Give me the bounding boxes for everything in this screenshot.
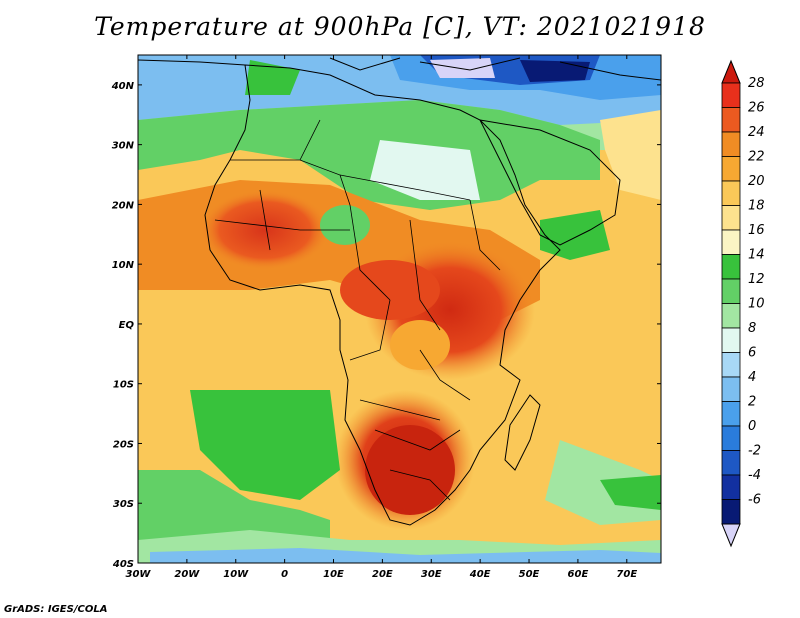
colorbar-label: 6 — [748, 346, 756, 361]
europe-coastline — [138, 57, 661, 81]
colorbar-label: 16 — [748, 223, 765, 238]
colorbar-label: 8 — [748, 321, 756, 336]
colorbar-swatch — [721, 425, 741, 451]
colorbar-label: -6 — [748, 493, 761, 508]
x-tick-label: 50E — [519, 569, 540, 580]
colorbar-swatch — [721, 303, 741, 329]
colorbar-swatch — [721, 352, 741, 378]
y-tick-label: 20N — [112, 200, 135, 211]
x-tick-label: 60E — [568, 569, 589, 580]
colorbar-label: 10 — [748, 297, 765, 312]
y-tick-label: 40N — [111, 81, 135, 92]
chart-title: Temperature at 900hPa [C], VT: 202102191… — [94, 12, 706, 41]
arabia-coastline — [479, 119, 621, 246]
colorbar-label: 28 — [748, 76, 765, 91]
colorbar-swatch — [721, 229, 741, 255]
africa-coastline — [204, 64, 561, 526]
colorbar-label: 18 — [748, 199, 765, 214]
colorbar-swatch — [721, 107, 741, 133]
x-tick-label: 20E — [372, 569, 393, 580]
colorbar-label: -2 — [748, 444, 761, 459]
colorbar-swatch — [721, 131, 741, 157]
y-axis: 40N 30N 20N 10N EQ 10S 20S 30S 40S — [111, 81, 661, 570]
x-axis: 30W 20W 10W 0 10E 20E 30E 40E 50E 60E 70E — [126, 55, 637, 580]
colorbar-swatch — [721, 401, 741, 427]
y-tick-label: 40S — [112, 559, 134, 570]
x-tick-label: 30E — [421, 569, 442, 580]
y-tick-label: 20S — [113, 439, 134, 450]
x-tick-label: 70E — [616, 569, 637, 580]
colorbar-label: 2 — [748, 395, 756, 410]
colorbar-label: 26 — [748, 101, 765, 116]
x-tick-label: 40E — [469, 569, 491, 580]
colorbar-swatch — [721, 450, 741, 476]
colorbar-label: 0 — [748, 419, 756, 434]
colorbar-swatch — [721, 82, 741, 108]
colorbar-label: 20 — [748, 174, 765, 189]
y-tick-label: 30N — [112, 141, 135, 152]
y-tick-label: 10N — [112, 260, 135, 271]
x-tick-label: 10E — [323, 569, 344, 580]
colorbar-swatch — [721, 376, 741, 402]
colorbar-top-cap — [721, 59, 741, 84]
colorbar-swatch — [721, 180, 741, 206]
y-tick-label: 10S — [113, 380, 134, 391]
colorbar-label: 12 — [748, 272, 765, 287]
y-tick-label: EQ — [119, 320, 135, 331]
map-frame — [137, 54, 662, 564]
colorbar-label: 14 — [748, 248, 765, 263]
colorbar-label: 4 — [748, 370, 756, 385]
colorbar-swatch — [721, 156, 741, 182]
credit-label: GrADS: IGES/COLA — [4, 604, 108, 615]
colorbar-swatch — [721, 278, 741, 304]
colorbar-label: 22 — [748, 150, 765, 165]
temperature-field — [138, 55, 661, 563]
colorbar-label: -4 — [748, 468, 761, 483]
colorbar-swatch — [721, 499, 741, 525]
y-tick-label: 30S — [113, 499, 134, 510]
colorbar-swatch — [721, 474, 741, 500]
x-tick-label: 0 — [281, 569, 288, 580]
colorbar-label: 24 — [748, 125, 765, 140]
x-tick-label: 20W — [174, 569, 200, 580]
madagascar-coastline — [504, 394, 541, 471]
colorbar-swatch — [721, 205, 741, 231]
x-tick-label: 30W — [126, 569, 152, 580]
colorbar-swatch — [721, 327, 741, 353]
colorbar-swatch — [721, 254, 741, 280]
country-borders — [214, 119, 501, 501]
x-tick-label: 10W — [223, 569, 249, 580]
colorbar-bottom-cap — [721, 523, 741, 548]
